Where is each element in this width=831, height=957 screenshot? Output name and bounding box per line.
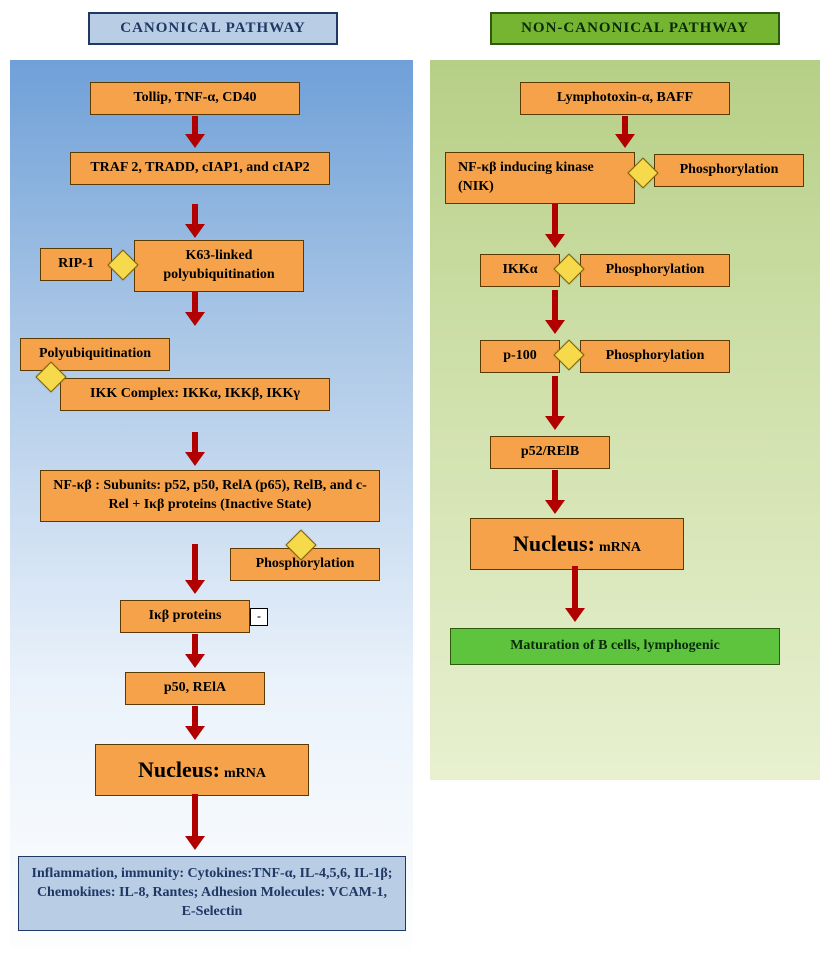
noncanonical-result: Maturation of B cells, lymphogenic <box>450 628 780 665</box>
nc-node-phos3: Phosphorylation <box>580 340 730 373</box>
nc-node-p52: p52/RElB <box>490 436 610 469</box>
canonical-nucleus-sub: mRNA <box>224 766 266 781</box>
noncanonical-title: NON-CANONICAL PATHWAY <box>490 12 780 45</box>
canonical-title: CANONICAL PATHWAY <box>88 12 338 45</box>
canonical-node-polyub: Polyubiquitination <box>20 338 170 371</box>
canonical-node-traf2: TRAF 2, TRADD, cIAP1, and cIAP2 <box>70 152 330 185</box>
canonical-node-tollip: Tollip, TNF-α, CD40 <box>90 82 300 115</box>
canonical-node-nfkb: NF-κβ : Subunits: p52, p50, RelA (p65), … <box>40 470 380 522</box>
nc-node-ikka: IKKα <box>480 254 560 287</box>
nc-node-phos1: Phosphorylation <box>654 154 804 187</box>
canonical-result: Inflammation, immunity: Cytokines:TNF-α,… <box>18 856 406 931</box>
nc-nucleus-sub: mRNA <box>599 540 641 555</box>
nc-node-nik: NF-κβ inducing kinase (NIK) <box>445 152 635 204</box>
canonical-node-nucleus: Nucleus: mRNA <box>95 744 309 796</box>
canonical-nucleus-main: Nucleus: <box>138 757 220 782</box>
minus-box: - <box>250 608 268 626</box>
canonical-node-ikk: IKK Complex: IKKα, IKKβ, IKKγ <box>60 378 330 411</box>
nc-node-nucleus: Nucleus: mRNA <box>470 518 684 570</box>
nc-node-p100: p-100 <box>480 340 560 373</box>
nc-node-lymph: Lymphotoxin-α, BAFF <box>520 82 730 115</box>
canonical-node-k63: K63-linked polyubiquitination <box>134 240 304 292</box>
nc-nucleus-main: Nucleus: <box>513 531 595 556</box>
canonical-node-rip1: RIP-1 <box>40 248 112 281</box>
canonical-node-ikbp: Iκβ proteins <box>120 600 250 633</box>
canonical-node-p50: p50, RElA <box>125 672 265 705</box>
nc-node-phos2: Phosphorylation <box>580 254 730 287</box>
